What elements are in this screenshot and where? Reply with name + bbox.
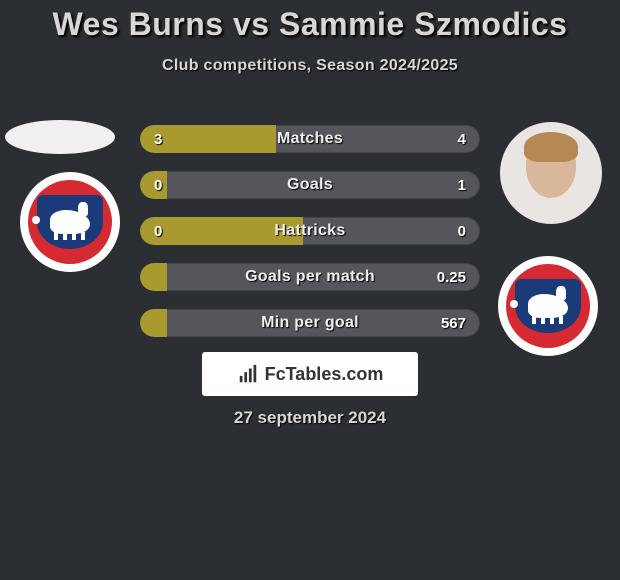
stat-row: 3Matches4 [140, 125, 480, 153]
stat-row: 0Hattricks0 [140, 217, 480, 245]
subtitle: Club competitions, Season 2024/2025 [0, 57, 620, 75]
player2-club-badge [498, 256, 598, 356]
stat-value-right: 567 [441, 309, 466, 337]
watermark-text: FcTables.com [265, 364, 384, 385]
chart-icon [237, 363, 259, 385]
player1-club-badge [20, 172, 120, 272]
stat-value-right: 1 [458, 171, 466, 199]
stat-label: Goals per match [140, 263, 480, 291]
stat-value-right: 4 [458, 125, 466, 153]
stat-row: Min per goal567 [140, 309, 480, 337]
page-title: Wes Burns vs Sammie Szmodics [0, 0, 620, 43]
date-label: 27 september 2024 [0, 408, 620, 428]
stat-label: Goals [140, 171, 480, 199]
player2-avatar [500, 122, 602, 224]
stat-label: Hattricks [140, 217, 480, 245]
stat-label: Matches [140, 125, 480, 153]
stats-panel: 3Matches40Goals10Hattricks0Goals per mat… [140, 125, 480, 355]
player1-avatar [5, 120, 115, 154]
watermark: FcTables.com [202, 352, 418, 396]
stat-value-right: 0.25 [437, 263, 466, 291]
stat-label: Min per goal [140, 309, 480, 337]
stat-value-right: 0 [458, 217, 466, 245]
stat-row: Goals per match0.25 [140, 263, 480, 291]
stat-row: 0Goals1 [140, 171, 480, 199]
